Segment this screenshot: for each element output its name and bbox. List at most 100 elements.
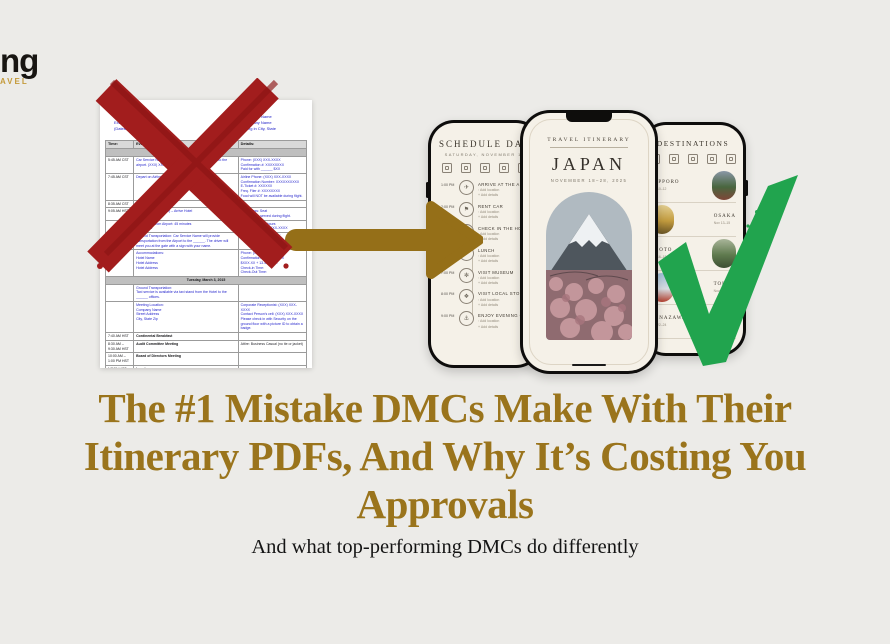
time-cell bbox=[104, 283, 135, 302]
destination-dates: Nov 19–21 bbox=[713, 288, 730, 293]
schedule-item-body: VISIT LOCAL STORE ◦ Add location + Add det… bbox=[478, 289, 527, 306]
cruise-icon: ⚓ bbox=[459, 311, 474, 327]
destination-text: OSAKA Nov 13–15 bbox=[714, 214, 736, 225]
destination-dates: Nov 13–15 bbox=[713, 220, 731, 225]
brand-logo: ng AVEL bbox=[0, 44, 39, 86]
cell-text: Ground Transportation: bbox=[136, 285, 173, 290]
table-row: 7:40 AM HST Continental Breakfast bbox=[104, 332, 308, 341]
destination-photo bbox=[712, 307, 736, 336]
table-row: Ground Transportation: Taxi service is av… bbox=[104, 283, 308, 302]
brand-logo-tagline: AVEL bbox=[0, 77, 29, 86]
schedule-item-time: 9:00 PM bbox=[441, 314, 455, 319]
event-cell: Meeting Location: Company Name Street Addr… bbox=[133, 300, 239, 334]
schedule-item-time: 8:00 PM bbox=[441, 292, 455, 297]
phone-side-button bbox=[745, 180, 748, 196]
cell-text: Paid for with ______ $XX bbox=[240, 167, 281, 172]
schedule-item-body: CHECK IN THE HOTEL ◦ Add location + Add de… bbox=[478, 224, 531, 241]
home-indicator bbox=[572, 363, 606, 366]
date-band: Monday, March 2, 2015 bbox=[105, 148, 307, 157]
schedule-item-body: LUNCH ◦ Add location + Add details bbox=[478, 246, 499, 263]
phone-notch bbox=[566, 113, 612, 122]
add-location-link: ◦ Add location bbox=[478, 319, 500, 324]
table-row: Ground Transportation: Car Service Name … bbox=[104, 232, 308, 251]
table-row: Meeting Location: Company Name Street Addr… bbox=[104, 300, 308, 334]
schedule-item-label: VISIT LOCAL STORE bbox=[478, 291, 527, 297]
cell-text: City, State Zip bbox=[136, 316, 158, 321]
cell-text: Depart on Airline Name Flight XXXX bbox=[136, 175, 193, 179]
cover-eyebrow: TRAVEL ITINERARY bbox=[547, 137, 631, 143]
share-icon bbox=[480, 163, 490, 173]
time-cell: 8:35 AM CST bbox=[104, 199, 135, 209]
time-cell: 9:05 AM HST bbox=[104, 207, 135, 221]
notes-icon bbox=[442, 163, 452, 173]
date-band-row: Tuesday, March 3, 2015 bbox=[105, 275, 307, 285]
add-location-link: ◦ Add location bbox=[478, 188, 500, 193]
schedule-item-time: 1:00 PM bbox=[441, 183, 455, 187]
add-details-link: + Add details bbox=[478, 324, 499, 329]
phone-side-button bbox=[426, 182, 429, 198]
table-row: 5:45 AM CST Car Service Name will pick yo… bbox=[104, 155, 308, 175]
add-location-link: ◦ Add location bbox=[478, 231, 500, 236]
event-cell: Continental Breakfast bbox=[133, 332, 239, 341]
phone-japan-cover: TRAVEL ITINERARY JAPAN NOVEMBER 18–28, 2… bbox=[520, 110, 658, 374]
share-icon bbox=[669, 154, 679, 164]
schedule-item-body: ENJOY EVENING CRUISE ◦ Add location + Add … bbox=[478, 311, 538, 328]
table-row: 8:35 AM CST Arrive in City, State bbox=[104, 199, 308, 209]
event-cell: Travel time from Airport: 45 minutes City… bbox=[133, 219, 239, 234]
headline-line-2: Itinerary PDFs, And Why It’s Costing You bbox=[83, 433, 807, 479]
time-cell bbox=[104, 219, 135, 234]
event-cell: Board of Directors Meeting bbox=[133, 352, 239, 366]
time-cell: 7:45 AM CST bbox=[104, 173, 135, 201]
schedule-item-label: CHECK IN THE HOTEL bbox=[478, 225, 531, 231]
destinations-title: DESTINATIONS bbox=[656, 139, 730, 148]
date-band: Tuesday, March 3, 2015 bbox=[105, 275, 307, 285]
schedule-item: 7:00 PM ✻ VISIT MUSEUM ◦ Add location + Add … bbox=[441, 267, 539, 285]
add-location-link: ◦ Add location bbox=[478, 253, 500, 258]
itinerary-table: Time: Event: Details: Monday, March 2, 2… bbox=[104, 139, 308, 368]
schedule-date: SATURDAY, NOVEMBER 18 bbox=[444, 152, 526, 157]
destination-photo bbox=[712, 171, 736, 200]
destination-row: OSAKA Nov 13–15 bbox=[650, 203, 736, 237]
table-row: 9:05 AM HST Arrive in City (O'Hare) – Arr… bbox=[104, 207, 308, 221]
add-location-link: ◦ Add location bbox=[478, 275, 500, 280]
museum-icon: ✻ bbox=[459, 267, 474, 283]
cell-text: Continental Breakfast bbox=[136, 334, 173, 339]
schedule-item-label: ARRIVE AT THE AIRPORT bbox=[478, 182, 539, 187]
schedule-item-label: LUNCH bbox=[478, 247, 495, 253]
cover-title: JAPAN bbox=[551, 153, 627, 174]
cell-text: Meeting Location: bbox=[136, 302, 164, 307]
event-cell: Ground Transportation: Car Service Name … bbox=[133, 232, 239, 251]
time-cell: 5:45 AM CST bbox=[104, 155, 135, 175]
event-cell: Arrive in City (O'Hare) – Arrive Hotel bbox=[133, 207, 239, 221]
cell-text: City Name bbox=[136, 226, 153, 231]
table-row: NOON HSTLunch bbox=[104, 364, 308, 368]
photo-icon bbox=[688, 154, 698, 164]
add-details-link: + Add details bbox=[478, 302, 499, 307]
table-row: 7:45 AM CST Depart on Airline Name Flight… bbox=[104, 173, 308, 201]
event-cell: Audit Committee Meeting bbox=[133, 339, 239, 354]
cover-dates: NOVEMBER 18–28, 2025 bbox=[550, 177, 628, 183]
table-row: 8:30 AM – 9:30 AM HST Audit Committee Mee… bbox=[104, 339, 308, 354]
destination-row: KYOTO Nov 16–18 bbox=[650, 237, 736, 271]
cell-text: Arrive in City (O'Hare) – Arrive Hotel bbox=[136, 209, 193, 214]
event-cell: Lunch bbox=[133, 364, 239, 368]
details-cell: Phone: (XXX) XXX-XXXX Confirmation #: XXX… bbox=[237, 155, 308, 175]
destinations-screen: DESTINATIONS SAPPORO Nov 10–12 OSAKA Nov 13… bbox=[643, 125, 743, 353]
cell-text: Car Service Name will pick you up and tr… bbox=[136, 157, 228, 167]
details-cell: Airline Phone: (XXX) XXX-XXXX Confirmatio… bbox=[237, 173, 308, 201]
add-details-link: + Add details bbox=[478, 215, 499, 220]
schedule-item: 8:00 PM ❖ VISIT LOCAL STORE ◦ Add location +… bbox=[441, 289, 539, 307]
cell-text: Lunch bbox=[136, 367, 236, 368]
print-icon bbox=[707, 154, 717, 164]
schedule-item-time: 7:00 PM bbox=[441, 270, 455, 275]
event-cell: Car Service Name will pick you up and tr… bbox=[133, 155, 239, 175]
cell-text: Attire: Business Casual (no tie or jacke… bbox=[240, 341, 303, 346]
time-cell: 8:30 AM – 9:30 AM HST bbox=[104, 339, 135, 354]
schedule-item-time: 2:00 PM bbox=[441, 204, 455, 209]
cell-text: Please check in with Security on the gro… bbox=[240, 316, 303, 331]
schedule-item-body: ARRIVE AT THE AIRPORT ◦ Add location + Add… bbox=[478, 180, 538, 197]
details-cell bbox=[237, 352, 308, 366]
cover-frame bbox=[529, 119, 649, 365]
search-icon bbox=[461, 163, 471, 173]
cell-text: Audit Committee Meeting bbox=[136, 341, 179, 346]
